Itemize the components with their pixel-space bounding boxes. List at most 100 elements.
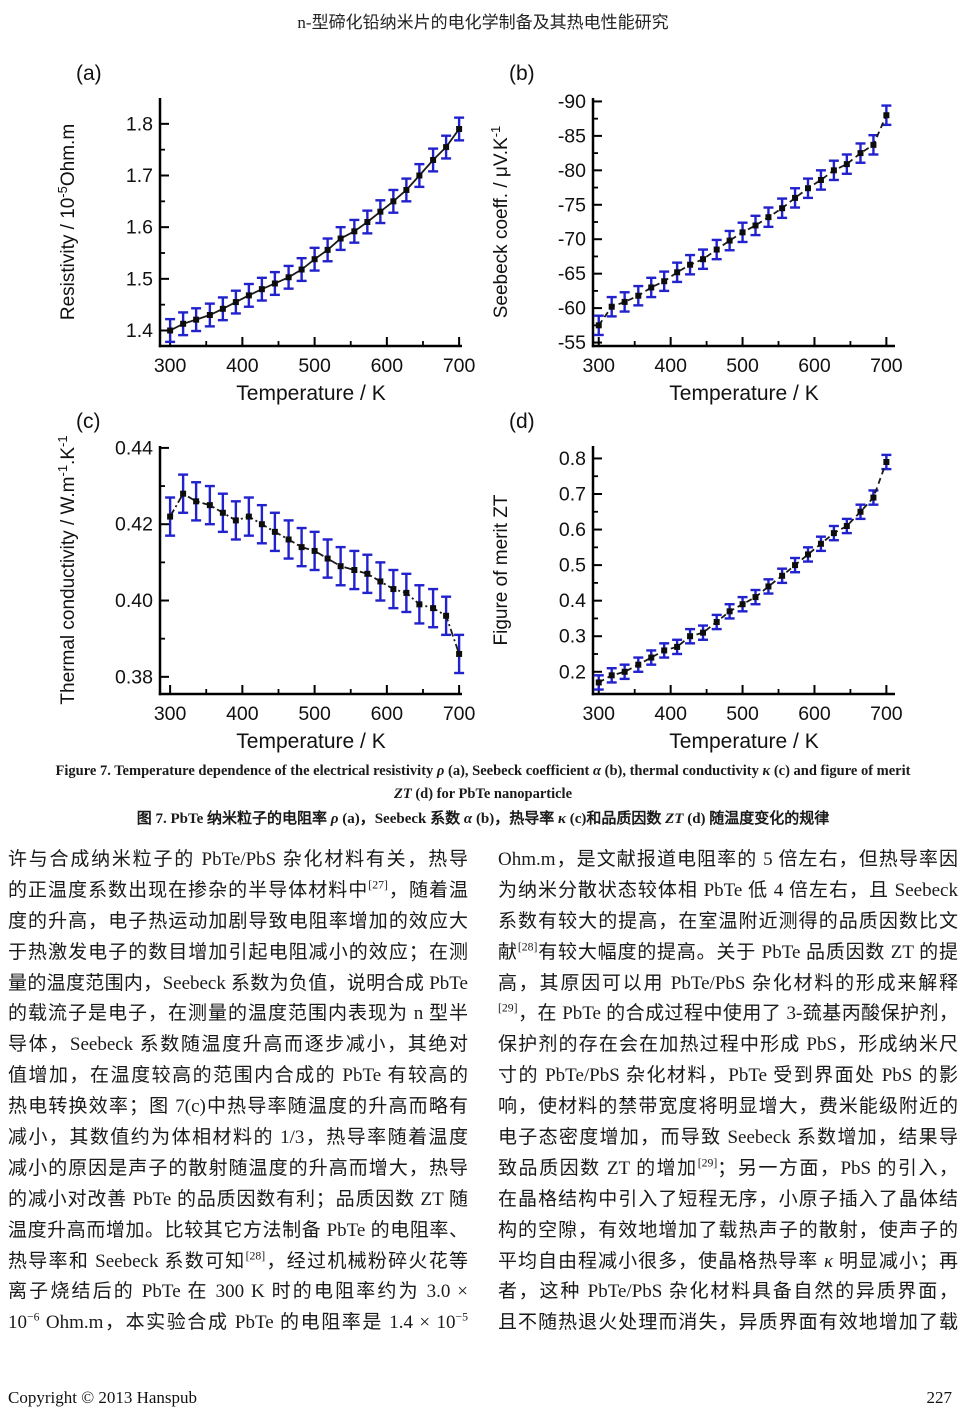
chart-d: (d) 300 400 500 600 700 0.2 0.3 0.4 0.5 0.6 0.7 0.8 T… — [491, 410, 903, 753]
y-axis-title: Figure of merit ZT — [491, 494, 512, 645]
x-tick-label: 300 — [154, 703, 187, 725]
body-text-line: 者，这种 PbTe/PbS 杂化材料具备自然的异质界面， — [498, 1281, 958, 1303]
data-point — [804, 185, 811, 192]
page-footer: Copyright © 2013 Hanspub 227 — [8, 1388, 952, 1408]
x-tick-label: 700 — [870, 355, 903, 377]
chart-cell-d: (d) 300 400 500 600 700 0.2 0.3 0.4 0.5 0.6 0.7 0.8 T… — [483, 406, 916, 754]
data-point — [595, 679, 602, 686]
data-point — [765, 214, 772, 221]
data-point — [817, 176, 824, 183]
data-point — [621, 298, 628, 305]
body-text-line: 致品质因数 ZT 的增加[29]；另一方面，PbS 的引入， — [498, 1156, 958, 1179]
y-tick-label: 0.7 — [559, 484, 586, 506]
data-point — [595, 322, 602, 329]
body-text-line: 导体，Seebeck 系数随温度升高而逐步减小，其绝对 — [8, 1034, 468, 1056]
x-tick-label: 700 — [443, 703, 476, 725]
body-column-left: 许与合成纳米粒子的 PbTe/PbS 杂化材料有关，热导 的正温度系数出现在掺杂的… — [8, 845, 468, 1339]
x-tick-label: 300 — [582, 703, 615, 725]
data-point — [311, 547, 318, 554]
data-point — [271, 528, 278, 535]
chart-c: (c) 300 400 500 600 700 0.38 0.40 0.42 0.44 Temper… — [55, 410, 476, 753]
data-point — [219, 509, 226, 516]
y-axis-title: Seebeck coeff. / μV.K-1​ — [488, 126, 512, 319]
data-point — [416, 601, 423, 608]
data-point — [193, 498, 200, 505]
data-point — [232, 299, 239, 306]
data-point — [830, 167, 837, 174]
y-tick-label: -75 — [558, 194, 586, 216]
data-point — [351, 567, 358, 573]
body-text-line: 10−6 Ohm.m，本实验合成 PbTe 的电阻率是 1.4 × 10−5 — [8, 1311, 468, 1334]
data-point — [661, 278, 668, 285]
data-point — [700, 629, 707, 636]
body-text-line: 温度升高而增加。比较其它方法制备 PbTe 的电阻率、 — [8, 1219, 468, 1241]
data-point — [674, 269, 681, 276]
data-point — [857, 150, 864, 157]
body-text-line: 系数有较大的提高，在室温附近测得的品质因数比文 — [498, 910, 958, 932]
body-text-line: 保护剂的存在会在加热过程中形成 PbS，形成纳米尺 — [498, 1034, 958, 1056]
data-point — [608, 672, 615, 679]
body-text-line: 响，使材料的禁带宽度将明显增大，费米能级附近的 — [498, 1096, 958, 1118]
data-point — [167, 327, 174, 334]
data-point — [258, 521, 265, 528]
data-point — [298, 544, 305, 551]
page-header-title: n-型碲化铅纳米片的电化学制备及其热电性能研究 — [297, 13, 669, 32]
body-text-line: 的载流子是电子，在测量的温度范围内表现为 n 型半 — [8, 1003, 468, 1025]
body-text-line: 构的空隙，有效地增加了载热声子的散射，使声子的 — [498, 1219, 958, 1241]
data-point — [674, 643, 681, 650]
chart-cell-c: (c) 300 400 500 600 700 0.38 0.40 0.42 0.44 Temper… — [50, 406, 483, 754]
y-tick-label: -65 — [558, 263, 586, 285]
x-tick-label: 500 — [726, 355, 759, 377]
data-point — [390, 586, 397, 593]
y-tick-label: 0.6 — [559, 519, 586, 541]
data-point — [430, 605, 437, 612]
data-point — [792, 562, 799, 569]
data-point — [792, 194, 799, 201]
body-text: 许与合成纳米粒子的 PbTe/PbS 杂化材料有关，热导 的正温度系数出现在掺杂的… — [8, 845, 958, 1339]
body-column-right: Ohm.m，是文献报道电阻率的 5 倍左右，但热导率因 为纳米分散状态较体相 Pb… — [498, 845, 958, 1339]
panel-label: (c) — [76, 410, 101, 433]
body-text-line: 量的温度范围内，Seebeck 系数为负值，说明合成 PbTe — [8, 972, 468, 994]
body-text-line: 许与合成纳米粒子的 PbTe/PbS 杂化材料有关，热导 — [8, 849, 468, 870]
body-text-line: 的正温度系数出现在掺杂的半导体材料中[27]，随着温 — [8, 878, 468, 901]
body-text-line: 离子烧结后的 PbTe 在 300 K 时的电阻率约为 3.0 × — [8, 1281, 468, 1303]
y-tick-label: 0.40 — [115, 590, 153, 612]
figure-caption-zh: 图 7. PbTe 纳米粒子的电阻率 ρ (a)，Seebeck 系数 α (b… — [136, 811, 830, 827]
data-point — [713, 619, 720, 625]
data-point — [285, 274, 292, 281]
body-text-line: 热电转换效率；图 7(c)中热导率随温度的升高而略有 — [8, 1096, 468, 1118]
chart-b: (b) 300 400 500 600 700 -55 -60 -65 -70 -75 -80 -85 -… — [488, 62, 903, 405]
data-point — [443, 612, 450, 619]
y-tick-label: 0.8 — [559, 448, 586, 470]
data-point — [377, 578, 384, 585]
panel-label: (d) — [509, 410, 535, 433]
body-text-line: 减小，其数值约为体相材料的 1/3，热导率随着温度 — [8, 1127, 468, 1149]
x-tick-label: 600 — [371, 355, 404, 377]
data-point — [843, 523, 850, 529]
x-tick-label: 400 — [226, 703, 259, 725]
data-point — [608, 303, 615, 310]
y-tick-label: 0.3 — [559, 626, 586, 648]
y-tick-label: 1.7 — [126, 165, 153, 187]
figure-caption-en-line2: ZT (d) for PbTe nanoparticle — [393, 786, 573, 802]
y-tick-label: 0.2 — [559, 661, 586, 683]
body-text-line: 高，其原因可以用 PbTe/PbS 杂化材料的形成来解释 — [498, 972, 958, 994]
data-point — [364, 219, 371, 225]
y-tick-label: 0.42 — [115, 514, 153, 536]
x-tick-label: 500 — [298, 355, 331, 377]
data-point — [635, 292, 642, 299]
footer-page-number: 227 — [926, 1388, 953, 1407]
body-text-line: 寸的 PbTe/PbS 杂化材料，PbTe 受到界面处 PbS 的影 — [498, 1065, 958, 1087]
data-point — [726, 237, 733, 244]
data-point — [739, 229, 746, 236]
x-tick-label: 300 — [154, 355, 187, 377]
y-tick-label: -70 — [558, 229, 586, 251]
x-tick-label: 500 — [726, 703, 759, 725]
data-point — [456, 126, 463, 132]
body-text-line: 值增加，在温度较高的范围内合成的 PbTe 有较高的 — [8, 1065, 468, 1087]
data-point — [206, 312, 213, 318]
x-tick-label: 600 — [798, 355, 831, 377]
data-point — [804, 551, 811, 558]
data-point — [870, 494, 877, 501]
data-point — [245, 513, 252, 520]
